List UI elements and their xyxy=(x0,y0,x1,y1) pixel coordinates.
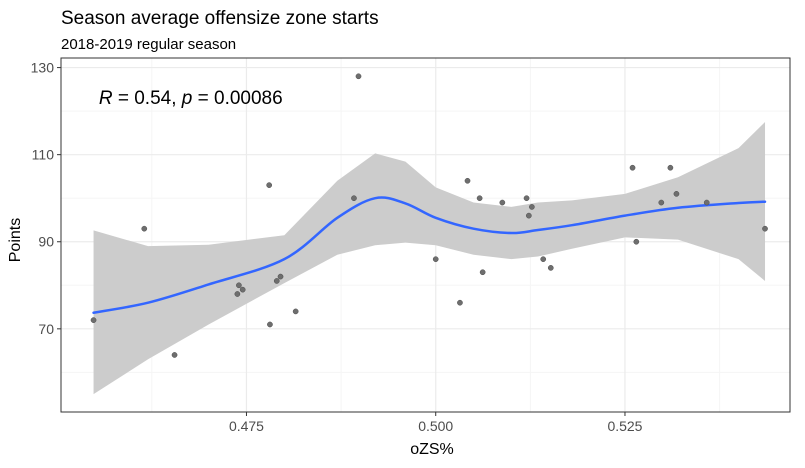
y-axis-label: Points xyxy=(7,218,24,262)
data-point-30 xyxy=(762,225,768,232)
data-point-21 xyxy=(529,204,535,210)
data-point-22 xyxy=(540,256,547,263)
y-tick-label-3: 130 xyxy=(31,60,55,76)
data-point-16 xyxy=(476,195,483,202)
data-point-15 xyxy=(464,177,471,184)
x-axis: 0.475 0.500 0.525 xyxy=(229,412,643,434)
data-point-4 xyxy=(236,282,242,289)
data-point-9 xyxy=(277,273,284,280)
annotation-r-value: = 0.54, xyxy=(113,88,182,109)
annotation-p-symbol: p xyxy=(181,88,193,109)
data-point-6 xyxy=(266,182,273,188)
data-point-11 xyxy=(351,195,357,202)
data-point-19 xyxy=(523,195,530,202)
y-axis: 70 90 110 130 xyxy=(31,60,61,337)
data-point-24 xyxy=(629,164,636,171)
data-point-29 xyxy=(703,199,710,206)
x-tick-label-2: 0.525 xyxy=(607,418,642,434)
y-tick-label-0: 70 xyxy=(38,321,54,337)
confidence-band xyxy=(93,122,766,395)
data-point-2 xyxy=(171,352,178,358)
data-point-1 xyxy=(141,225,148,232)
correlation-annotation: R = 0.54, p = 0.00086 xyxy=(99,88,283,109)
data-point-17 xyxy=(479,269,486,276)
annotation-p-value: = 0.00086 xyxy=(192,88,282,109)
smooth-line-layer xyxy=(92,196,767,314)
data-point-18 xyxy=(499,199,506,206)
data-point-14 xyxy=(457,299,463,306)
data-point-10 xyxy=(292,308,299,315)
data-point-3 xyxy=(234,291,241,297)
data-point-5 xyxy=(239,286,246,293)
panel-border xyxy=(60,57,791,413)
data-point-8 xyxy=(273,278,280,284)
chart-subtitle: 2018-2019 regular season xyxy=(61,36,236,53)
chart-title: Season average offensize zone starts xyxy=(61,8,379,29)
data-point-25 xyxy=(633,238,640,245)
x-axis-label: oZS% xyxy=(410,441,454,458)
smooth-fit-line xyxy=(92,196,767,314)
confidence-band-layer xyxy=(93,122,766,395)
data-point-20 xyxy=(525,212,532,219)
data-point-27 xyxy=(667,164,674,171)
x-tick-label-0: 0.475 xyxy=(229,418,264,434)
data-point-13 xyxy=(432,256,439,263)
data-point-0 xyxy=(90,317,97,323)
data-point-12 xyxy=(355,73,362,80)
y-tick-label-1: 90 xyxy=(38,234,54,250)
data-point-23 xyxy=(547,265,554,271)
data-points xyxy=(90,73,768,358)
y-tick-label-2: 110 xyxy=(32,147,55,163)
data-point-26 xyxy=(658,199,665,206)
data-point-28 xyxy=(673,191,680,197)
x-tick-label-1: 0.500 xyxy=(418,418,453,434)
annotation-r-symbol: R xyxy=(99,88,113,109)
data-point-7 xyxy=(267,321,273,328)
